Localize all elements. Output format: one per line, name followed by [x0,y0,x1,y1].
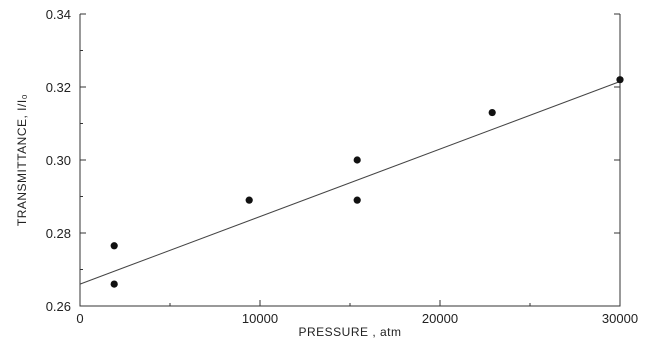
data-point [353,196,361,204]
x-tick-label: 30000 [602,311,638,326]
data-point [110,280,118,288]
data-points [110,76,624,288]
data-point [353,156,361,164]
plot-frame-outline [79,14,621,307]
data-point [488,108,496,117]
regression-line [79,81,621,285]
plot-frame [79,14,621,307]
y-tick-label: 0.32 [46,80,71,95]
y-tick-label: 0.26 [46,299,71,314]
x-axis-title: PRESSURE , atm [298,325,401,339]
y-axis-title: TRANSMITTANCE, I/I₀ [15,94,29,226]
data-point [616,76,624,84]
x-tick-label: 20000 [422,311,458,326]
y-tick-label: 0.30 [46,153,71,168]
y-tick-label: 0.28 [46,226,71,241]
data-point [110,242,118,250]
x-tick-label: 10000 [242,311,278,326]
data-point [245,196,253,204]
y-axis-ticks: 0.26 0.28 0.30 0.32 0.34 [46,7,620,314]
y-tick-label: 0.34 [46,7,71,22]
x-tick-label: 0 [76,311,83,326]
x-axis-ticks: 0 10000 20000 30000 [76,300,638,326]
